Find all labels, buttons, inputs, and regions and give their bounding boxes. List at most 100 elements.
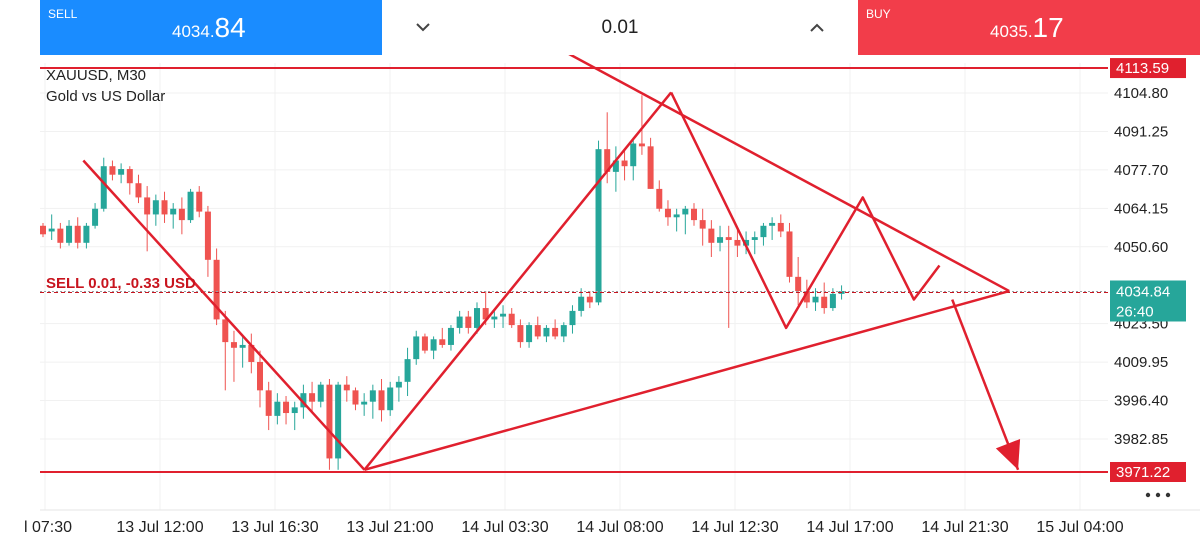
candle-body	[656, 188, 663, 209]
candle-body	[152, 200, 159, 215]
candle	[777, 214, 784, 238]
candle-body	[74, 225, 81, 243]
candle-body	[291, 407, 298, 414]
candle-body	[760, 225, 767, 238]
candle	[769, 217, 776, 240]
arrow-head	[995, 438, 1021, 470]
candle	[326, 378, 333, 470]
position-label[interactable]: SELL 0.01, -0.33 USD	[46, 275, 196, 292]
upper-level-tag	[1110, 58, 1186, 79]
candle	[612, 146, 619, 192]
candle-body	[421, 336, 428, 351]
candle-body	[447, 327, 454, 345]
projection-arrow	[951, 299, 1020, 471]
candle	[552, 319, 559, 340]
time-tick-label: 13 Jul 21:00	[346, 519, 433, 536]
candle	[743, 231, 750, 255]
candle-body	[300, 393, 307, 408]
time-tick-label: 14 Jul 03:30	[461, 519, 548, 536]
horizontal-levels	[40, 67, 1108, 473]
time-tick-label: 14 Jul 12:30	[691, 519, 778, 536]
time-tick-label: 14 Jul 08:00	[576, 519, 663, 536]
candle	[621, 149, 628, 181]
candle	[812, 288, 819, 311]
buy-button[interactable]: BUY 4035.17	[858, 0, 1200, 55]
candle	[456, 310, 463, 334]
candle-body	[109, 166, 116, 175]
candle-body	[395, 381, 402, 388]
candle	[691, 203, 697, 226]
candle	[795, 256, 802, 306]
rising-leg-line	[363, 91, 673, 471]
candle-body	[673, 214, 680, 218]
time-axis[interactable]: l 07:30 13 Jul 12:00 13 Jul 16:30 13 Jul 21…	[24, 509, 1200, 536]
buy-price-pips: 17	[1032, 12, 1064, 43]
candle-body	[786, 231, 793, 277]
candle-body	[387, 387, 394, 411]
candle-body	[578, 296, 585, 311]
candle-body	[66, 225, 73, 243]
candle	[699, 208, 706, 246]
candle	[465, 310, 472, 334]
candle	[83, 222, 90, 249]
time-tick-label: 13 Jul 12:00	[116, 519, 203, 536]
candle	[734, 228, 741, 257]
increase-lot-button[interactable]	[802, 14, 832, 42]
candle	[57, 222, 64, 249]
candle-body	[777, 222, 784, 232]
candle	[274, 393, 281, 425]
candle	[378, 378, 385, 422]
candle	[647, 137, 654, 189]
candle-body	[595, 149, 602, 303]
candle	[92, 203, 99, 229]
candle	[595, 140, 602, 306]
buy-price-main: 4035.	[990, 22, 1033, 41]
candle-body	[326, 384, 333, 459]
price-axis[interactable]: 4104.804091.254077.704064.154050.604023.…	[1108, 55, 1200, 510]
candle	[161, 191, 168, 223]
price-tick-label: 3996.40	[1114, 393, 1168, 410]
sell-price-main: 4034.	[172, 22, 215, 41]
candle	[109, 160, 116, 181]
candle	[152, 194, 159, 226]
candle-body	[612, 160, 619, 172]
candle-body	[560, 325, 567, 337]
zigzag-line	[669, 91, 941, 330]
candle	[352, 387, 359, 411]
price-chart[interactable]: 4104.804091.254077.704064.154050.604023.…	[0, 55, 1200, 540]
candle-body	[135, 183, 142, 198]
decrease-lot-button[interactable]	[408, 14, 438, 42]
chevron-up-icon	[810, 23, 824, 32]
candle	[196, 186, 203, 218]
lower-level-tag-label: 3971.22	[1116, 464, 1170, 481]
candle-body	[204, 211, 211, 260]
candle-body	[517, 325, 524, 343]
candle-body	[100, 166, 107, 209]
candle-body	[83, 225, 90, 243]
sell-button[interactable]: SELL 4034.84	[40, 0, 382, 55]
candle	[265, 381, 272, 431]
candle	[230, 330, 237, 382]
candle	[430, 336, 437, 360]
candle-body	[708, 228, 715, 243]
candle	[170, 203, 177, 229]
candle	[786, 222, 793, 283]
candle	[40, 222, 46, 238]
candle	[682, 205, 689, 235]
candle	[335, 381, 342, 470]
candle	[239, 336, 246, 368]
candle	[630, 137, 637, 181]
price-tick-label: 4104.80	[1114, 85, 1168, 102]
trade-panel: SELL 4034.84 0.01 BUY 4035.17	[0, 0, 1200, 55]
candle-body	[699, 220, 706, 229]
candle	[291, 401, 298, 431]
candle	[664, 200, 671, 226]
candle	[118, 163, 125, 184]
candle-body	[230, 342, 237, 348]
candle-body	[187, 191, 194, 221]
candle-body	[361, 401, 368, 405]
candle	[717, 225, 724, 252]
lot-size-value[interactable]: 0.01	[601, 17, 639, 38]
more-dots-icon[interactable]	[1145, 492, 1171, 498]
time-tick-label: 13 Jul 16:30	[231, 519, 318, 536]
